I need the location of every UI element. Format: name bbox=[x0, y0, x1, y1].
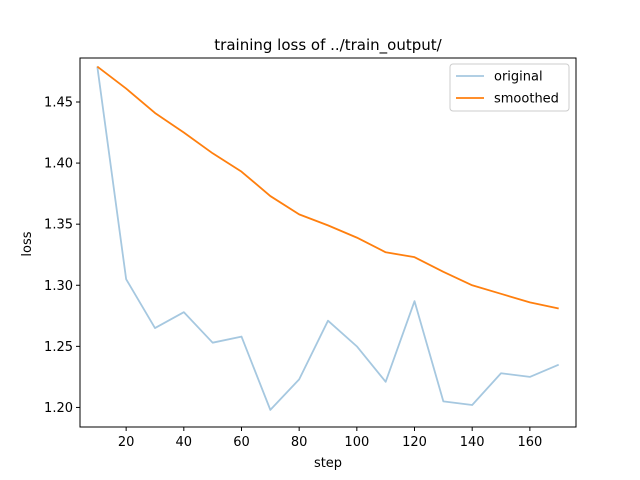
x-tick-label: 100 bbox=[344, 435, 369, 450]
plot-frame bbox=[79, 57, 577, 428]
axes-layer: 20 40 60 80 100 120 140 160 1.20 1.25 1.30 1.35 1.40… bbox=[44, 57, 577, 450]
x-tick-label: 60 bbox=[233, 435, 250, 450]
x-tick-label: 40 bbox=[176, 435, 193, 450]
y-tick-label: 1.35 bbox=[44, 218, 73, 233]
x-tick-label: 160 bbox=[517, 435, 542, 450]
y-axis-label: loss bbox=[20, 231, 35, 256]
y-tick-label: 1.30 bbox=[44, 279, 73, 294]
y-tick-label: 1.40 bbox=[44, 157, 73, 172]
legend-label-original: original bbox=[494, 70, 543, 85]
x-tick-label: 140 bbox=[460, 435, 485, 450]
chart-title: training loss of ../train_output/ bbox=[214, 36, 442, 55]
legend-label-smoothed: smoothed bbox=[494, 92, 559, 107]
y-tick-label: 1.25 bbox=[44, 340, 73, 355]
series-line-original bbox=[96, 66, 560, 411]
x-tick-label: 20 bbox=[118, 435, 135, 450]
y-tick-label: 1.20 bbox=[44, 401, 73, 416]
y-tick-label: 1.45 bbox=[44, 95, 73, 110]
x-tick-label: 80 bbox=[291, 435, 308, 450]
series-layer bbox=[96, 65, 560, 411]
series-line-smoothed bbox=[96, 65, 559, 310]
legend: original smoothed bbox=[449, 63, 570, 112]
x-axis-label: step bbox=[314, 456, 342, 471]
x-tick-label: 120 bbox=[402, 435, 427, 450]
